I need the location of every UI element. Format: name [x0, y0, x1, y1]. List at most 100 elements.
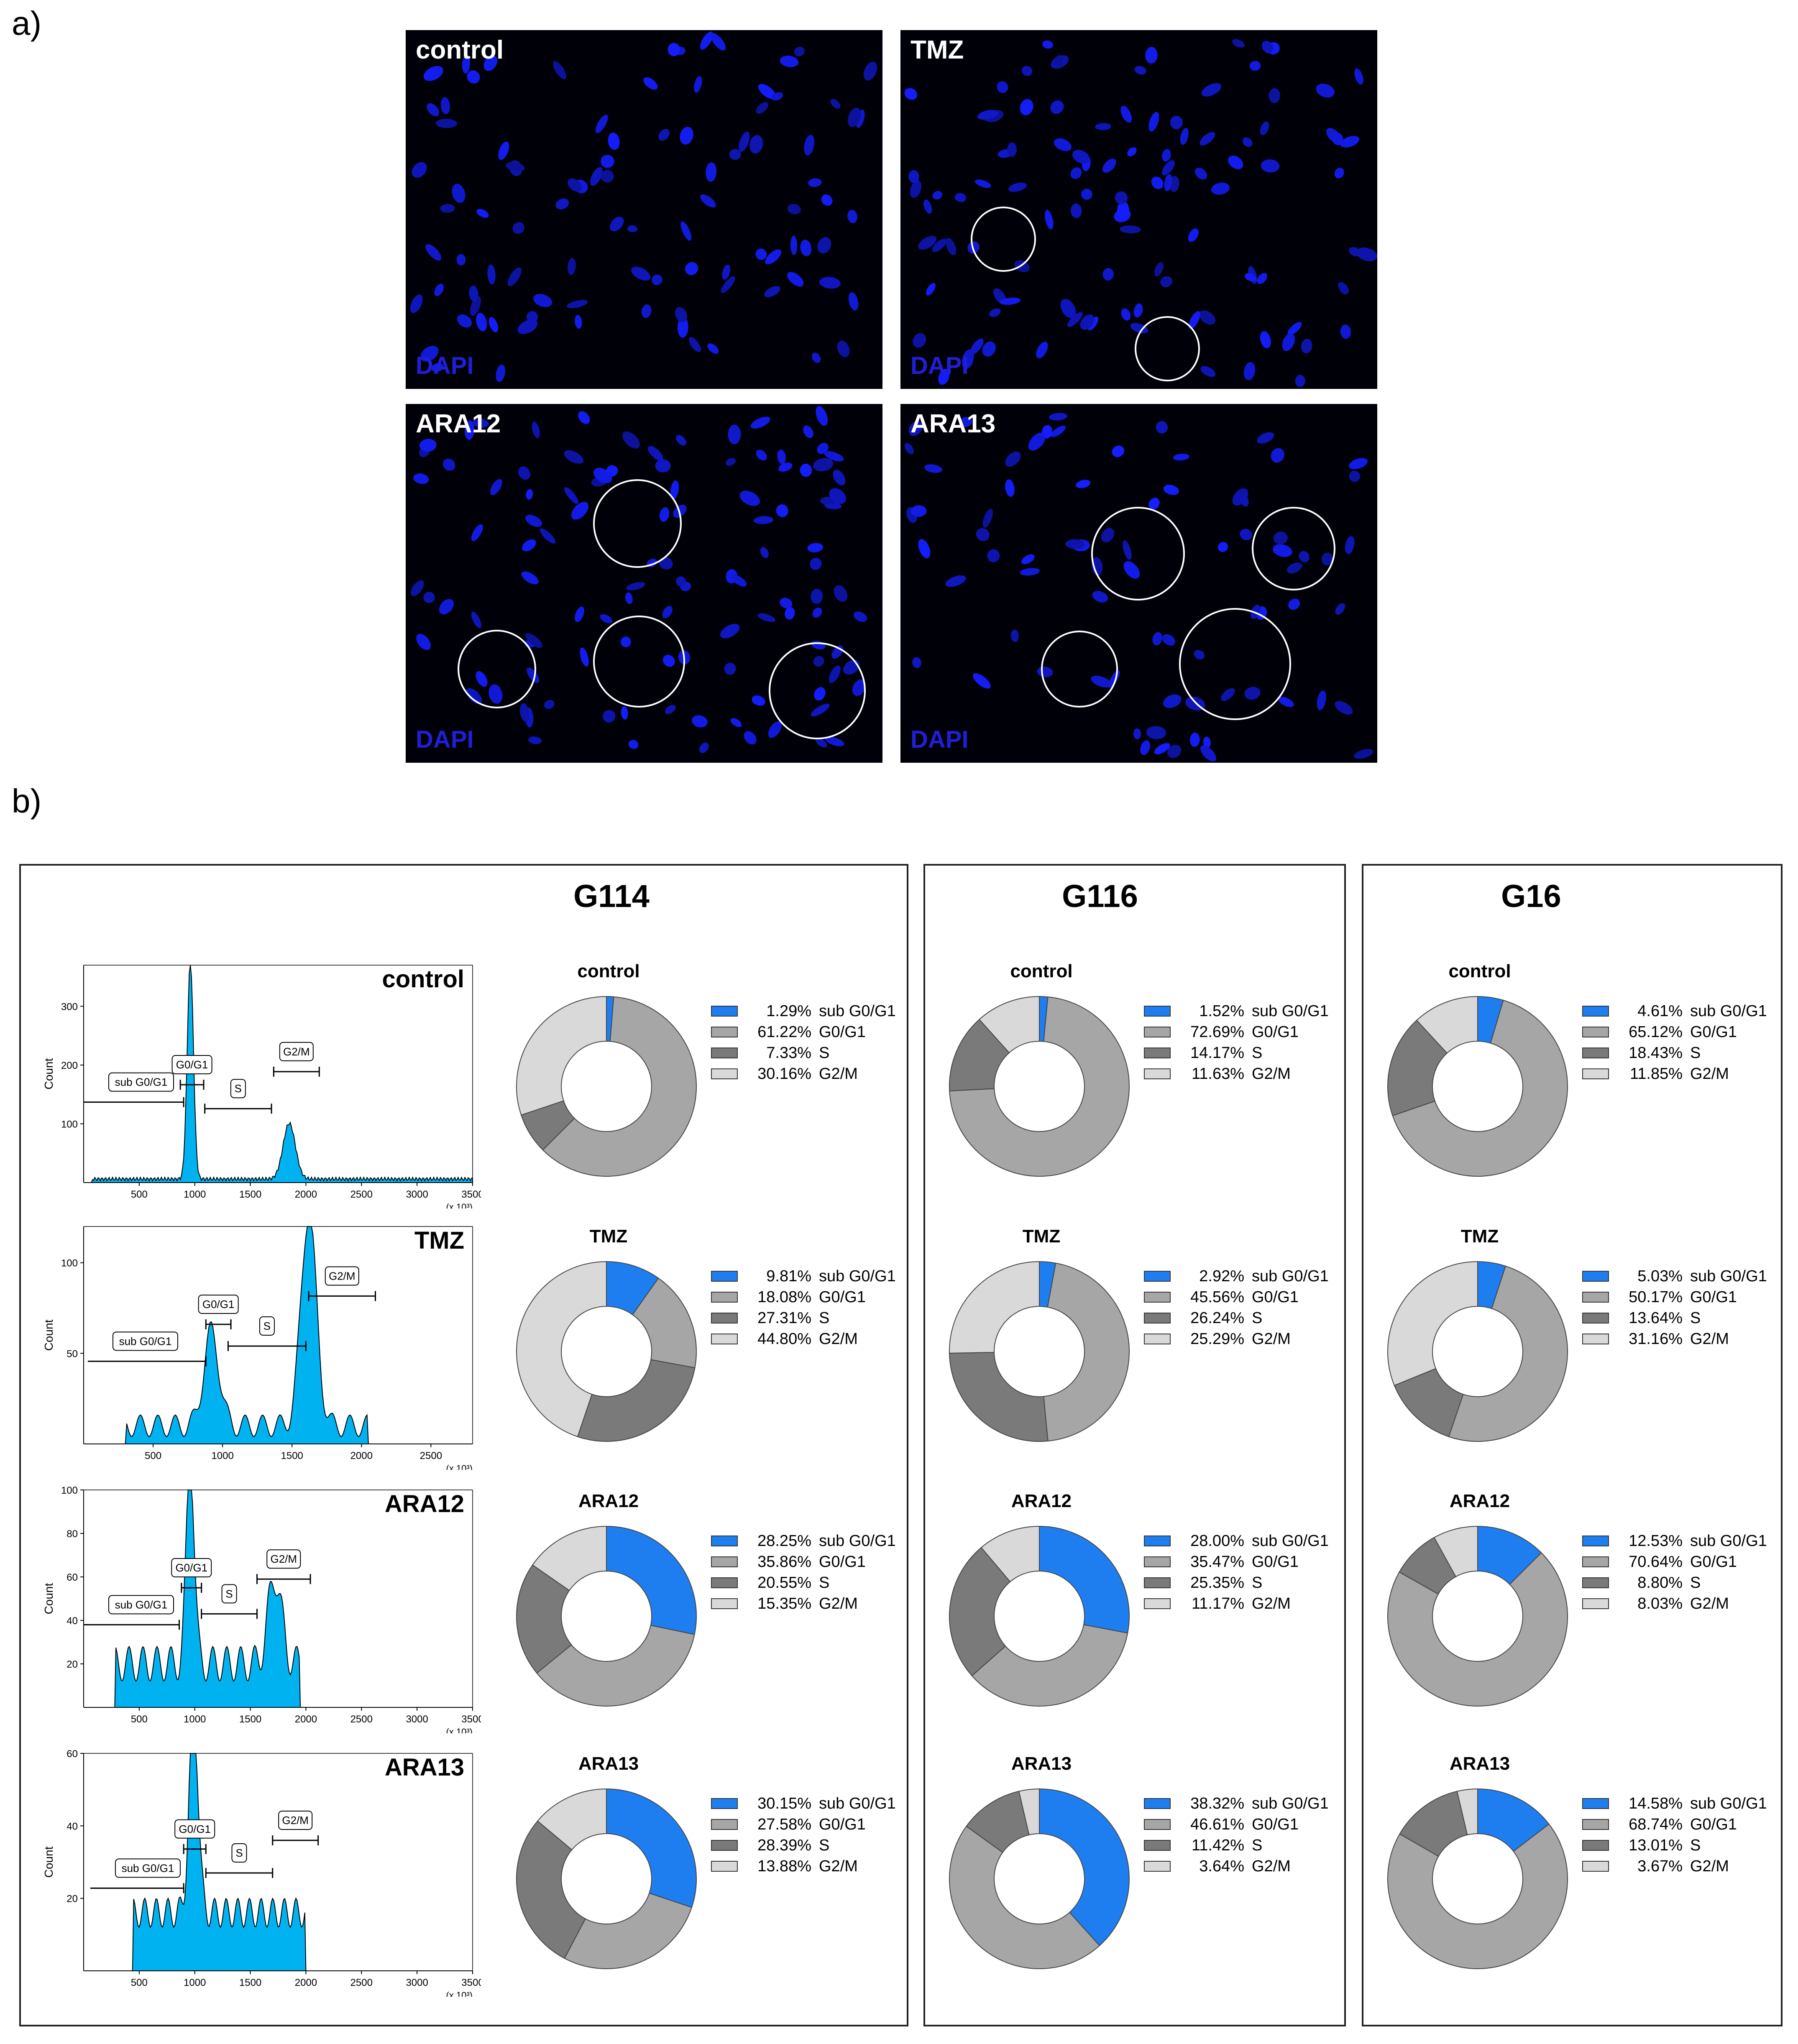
- legend-value: 3.67%: [1637, 1857, 1683, 1875]
- nucleus: [926, 283, 936, 296]
- nucleus: [1008, 182, 1027, 192]
- x-tick-label: 2500: [350, 1714, 373, 1725]
- donut-title: TMZ: [1460, 1226, 1499, 1247]
- x-tick-label: 2000: [295, 1189, 317, 1200]
- nucleus: [413, 473, 429, 484]
- nucleus: [512, 222, 524, 234]
- nucleus: [1200, 132, 1215, 146]
- nucleus: [1154, 743, 1170, 755]
- nucleus: [676, 435, 686, 446]
- nucleus: [1243, 362, 1256, 381]
- legend-item: 45.56% G0/G1: [1144, 1287, 1329, 1308]
- legend-item: 46.61% G0/G1: [1144, 1814, 1329, 1835]
- nucleus: [760, 547, 769, 558]
- legend-item: 14.17% S: [1144, 1042, 1329, 1063]
- nucleus: [595, 114, 608, 133]
- donut-slice-g0g1: [564, 1893, 693, 1969]
- nucleus: [520, 703, 529, 722]
- nucleus: [1037, 667, 1053, 677]
- nucleus: [720, 623, 740, 639]
- donut-chart: [949, 1788, 1130, 1969]
- legend-item: 2.92% sub G0/G1: [1144, 1266, 1329, 1287]
- legend-item: 31.16% G2/M: [1582, 1329, 1767, 1349]
- nucleus: [749, 135, 763, 154]
- nucleus: [923, 199, 932, 214]
- donut-title: TMZ: [589, 1226, 628, 1247]
- nucleus: [440, 204, 455, 213]
- nucleus: [830, 99, 841, 109]
- nucleus: [1288, 598, 1300, 610]
- legend-value: 30.15%: [757, 1795, 811, 1812]
- histogram-3: 20 40 60 500 1000 1500 2000 2500 3000 3500 (x 10³)…: [42, 1748, 481, 1997]
- legend-swatch: [1144, 1577, 1171, 1588]
- nucleus: [800, 463, 812, 477]
- nucleus: [1152, 632, 1162, 646]
- nucleus: [457, 314, 472, 328]
- legend-swatch: [711, 1006, 738, 1017]
- nucleus: [938, 368, 950, 385]
- legend-swatch: [1582, 1840, 1609, 1851]
- nucleus: [1170, 116, 1183, 129]
- nucleus: [1271, 448, 1284, 463]
- nucleus: [1028, 432, 1046, 451]
- nucleus: [1194, 650, 1205, 659]
- nucleus: [555, 198, 569, 210]
- legend-item: 30.15% sub G0/G1: [711, 1793, 896, 1814]
- nucleus: [954, 193, 966, 202]
- legend-swatch: [1144, 1861, 1171, 1872]
- donut-slice-g2m: [1456, 1788, 1478, 1836]
- legend-label: sub G0/G1: [1252, 1795, 1329, 1812]
- nucleus: [606, 465, 618, 477]
- gate-label: G0/G1: [202, 1298, 235, 1311]
- legend-value: 1.52%: [1199, 1002, 1244, 1020]
- nucleus: [722, 264, 731, 280]
- box-g114: [19, 864, 908, 2026]
- x-tick-label: 1500: [239, 1714, 261, 1725]
- legend-value: 72.69%: [1190, 1023, 1244, 1041]
- donut-slice-s: [577, 1359, 696, 1442]
- legend-item: 28.39% S: [711, 1835, 896, 1856]
- legend-item: 65.12% G0/G1: [1582, 1022, 1767, 1042]
- donut-slice-s: [1387, 1019, 1448, 1117]
- legend-swatch: [711, 1292, 738, 1303]
- nucleus: [1123, 561, 1140, 579]
- legend-item: 35.47% G0/G1: [1144, 1551, 1329, 1572]
- nucleus: [739, 491, 760, 506]
- nucleus: [1262, 41, 1274, 54]
- nucleus: [1092, 590, 1108, 603]
- nucleus: [1354, 68, 1363, 85]
- nucleus: [456, 254, 466, 266]
- nucleus: [1127, 147, 1137, 156]
- nucleus: [489, 684, 503, 704]
- nucleus: [790, 235, 798, 255]
- legend-swatch: [1144, 1271, 1171, 1282]
- donut-legend: 5.03% sub G0/G1 50.17% G0/G1 13.64% S 31.16% G2…: [1582, 1266, 1767, 1349]
- nucleus: [780, 55, 799, 67]
- legend-label: sub G0/G1: [1252, 1532, 1329, 1550]
- gate-label-box: [259, 1316, 275, 1336]
- nucleus: [787, 272, 804, 287]
- nucleus: [1278, 697, 1294, 707]
- nucleus: [1334, 168, 1344, 179]
- nuclei-field: [904, 413, 1373, 762]
- nucleus: [1322, 552, 1333, 566]
- nucleus: [987, 549, 1000, 562]
- nucleus: [1121, 308, 1131, 321]
- micrograph-label: ARA13: [911, 409, 996, 438]
- donut-chart: [949, 996, 1130, 1177]
- donut-slice-sub: [1039, 1525, 1130, 1634]
- y-tick-label: 100: [61, 1258, 78, 1269]
- legend-swatch: [1582, 1598, 1609, 1609]
- nucleus: [814, 687, 826, 701]
- legend-value: 30.16%: [757, 1065, 811, 1083]
- nucleus: [1133, 303, 1143, 318]
- nucleus: [1180, 128, 1189, 145]
- nucleus: [1217, 542, 1228, 552]
- legend-label: sub G0/G1: [819, 1002, 896, 1020]
- donut-slice-g0g1: [1043, 1262, 1130, 1442]
- nucleus: [1160, 276, 1172, 287]
- nucleus: [771, 92, 783, 101]
- nucleus: [808, 178, 822, 187]
- legend-swatch: [1582, 1819, 1609, 1830]
- nucleus: [811, 703, 830, 717]
